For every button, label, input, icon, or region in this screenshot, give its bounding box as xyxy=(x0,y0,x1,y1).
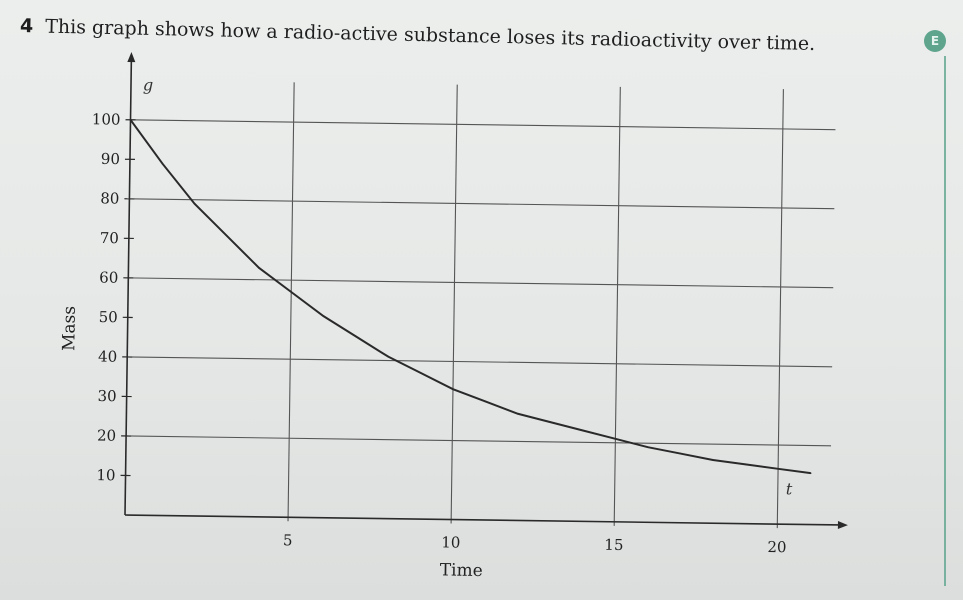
gridline-y-100 xyxy=(130,119,836,131)
data-point-6 xyxy=(322,315,325,317)
data-point-16 xyxy=(647,446,649,448)
data-point-5 xyxy=(290,291,293,293)
data-point-7 xyxy=(355,335,357,338)
y-tick-label-30: 30 xyxy=(97,387,116,405)
y-axis-title: Mass xyxy=(59,306,80,351)
gridline-y-80 xyxy=(129,198,835,210)
margin-rule xyxy=(944,56,946,586)
x-axis-title: Time xyxy=(440,560,483,581)
data-point-11 xyxy=(484,400,487,403)
data-point-12 xyxy=(517,412,519,415)
gridline-x-5 xyxy=(287,82,295,522)
data-point-3 xyxy=(225,234,228,237)
data-point-8 xyxy=(387,355,389,358)
data-point-4 xyxy=(258,267,260,269)
data-point-20 xyxy=(777,467,779,470)
plot-area: 10 20 30 40 50 60 70 80 90 100 5 10 15 20 Time Mass g t xyxy=(59,52,848,581)
data-point-0 xyxy=(129,119,132,121)
difficulty-badge: E xyxy=(924,30,946,52)
gridline-x-20 xyxy=(776,89,784,529)
y-tick-label-50: 50 xyxy=(99,308,118,326)
y-tick-label-40: 40 xyxy=(98,348,117,366)
data-point-18 xyxy=(712,459,714,461)
x-axis-arrow xyxy=(837,520,848,529)
data-point-19 xyxy=(744,463,747,466)
y-tick-label-80: 80 xyxy=(100,189,119,207)
data-point-9 xyxy=(419,372,422,374)
y-axis-unit: g xyxy=(143,75,154,94)
data-point-2 xyxy=(193,202,196,205)
y-tick-label-10: 10 xyxy=(96,466,115,484)
y-tick-label-70: 70 xyxy=(100,229,119,247)
x-tick-label-10: 10 xyxy=(441,533,460,551)
gridline-x-15 xyxy=(613,86,621,526)
x-axis-unit: t xyxy=(786,479,793,498)
decay-curve xyxy=(129,119,811,475)
gridline-y-40 xyxy=(127,356,833,368)
y-tick-label-100: 100 xyxy=(92,110,121,128)
data-point-17 xyxy=(679,452,682,455)
data-point-15 xyxy=(614,438,617,440)
x-tick-label-15: 15 xyxy=(604,536,623,554)
y-tick-label-20: 20 xyxy=(97,427,116,445)
x-tick-label-20: 20 xyxy=(767,538,786,556)
gridline-x-10 xyxy=(450,84,458,524)
gridline-y-60 xyxy=(128,277,834,289)
x-tick-label-5: 5 xyxy=(283,531,293,549)
x-axis xyxy=(124,514,840,526)
data-point-1 xyxy=(161,162,164,165)
gridline-y-20 xyxy=(126,435,832,447)
y-axis-arrow xyxy=(127,52,136,63)
y-axis xyxy=(124,60,133,516)
data-point-21 xyxy=(809,472,812,474)
data-point-13 xyxy=(549,421,552,423)
data-point-14 xyxy=(582,429,584,432)
y-tick-label-60: 60 xyxy=(99,268,118,286)
y-tick-label-90: 90 xyxy=(101,150,120,168)
data-point-10 xyxy=(452,388,454,390)
